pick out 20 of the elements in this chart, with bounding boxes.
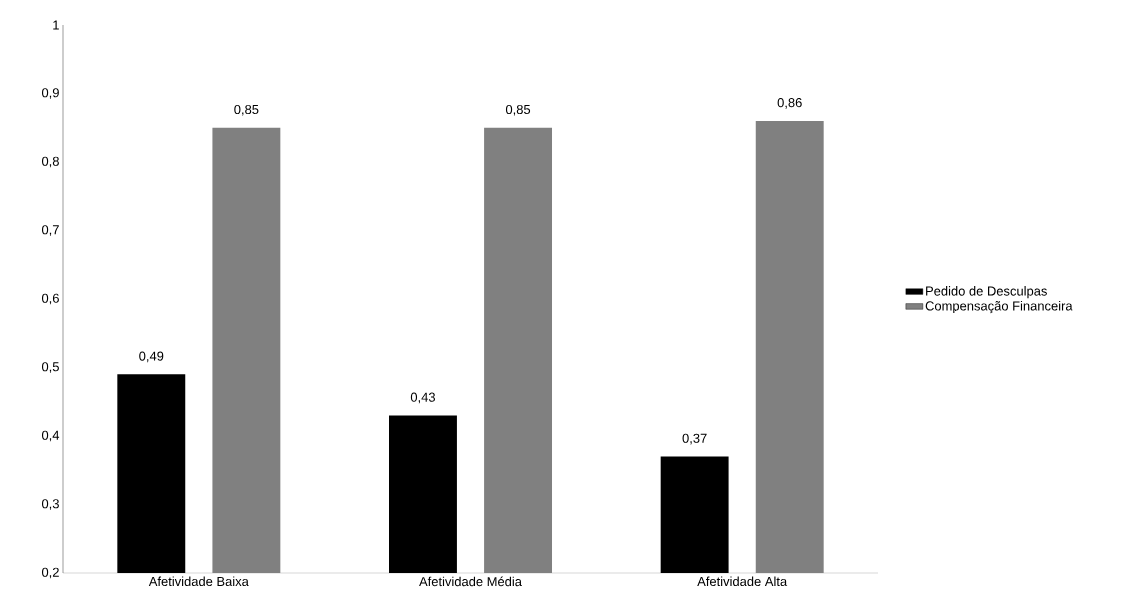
data-label: 0,85 <box>234 104 259 116</box>
y-tick-label: 0,5 <box>41 362 59 373</box>
legend-label: Pedido de Desculpas <box>926 286 1047 299</box>
data-label: 0,85 <box>505 104 531 116</box>
data-label: 0,86 <box>777 98 802 109</box>
y-tick-label: 0,7 <box>41 225 59 236</box>
y-tick-label: 0,8 <box>41 156 59 168</box>
x-tick-label: Afetividade Baixa <box>148 576 249 587</box>
legend-label: Compensação Financeira <box>925 300 1073 314</box>
data-label: 0,37 <box>682 433 707 445</box>
x-tick-label: Afetividade Média <box>419 576 522 587</box>
data-label: 0,43 <box>410 392 435 404</box>
y-tick-label: 0,9 <box>41 88 59 99</box>
y-tick-label: 0,2 <box>41 567 59 579</box>
x-tick-label: Afetividade Alta <box>697 576 788 587</box>
y-tick-label: 0,3 <box>41 499 59 510</box>
data-label: 0,49 <box>139 351 164 363</box>
y-tick-label: 0,4 <box>41 430 60 442</box>
y-tick-label: 0,6 <box>41 293 59 305</box>
y-tick-label: 1 <box>53 20 59 30</box>
